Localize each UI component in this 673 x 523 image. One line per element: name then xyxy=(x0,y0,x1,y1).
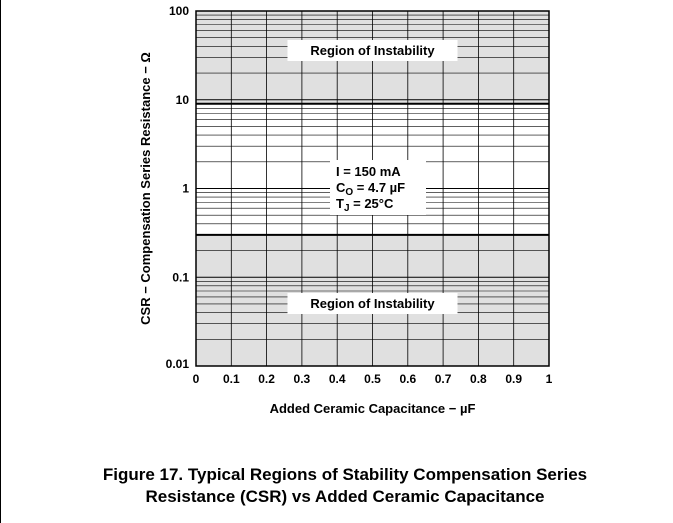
conditions-annotation: I = 150 mA CO = 4.7 µF TJ = 25°C xyxy=(336,164,405,214)
region-label-bottom: Region of Instability xyxy=(310,296,435,311)
x-tick-label-9: 0.9 xyxy=(505,372,522,386)
figure-caption: Figure 17. Typical Regions of Stability … xyxy=(0,464,673,508)
y-tick-label-4: 100 xyxy=(169,4,189,18)
x-tick-label-0: 0 xyxy=(193,372,200,386)
caption-line-1: Figure 17. Typical Regions of Stability … xyxy=(102,465,588,484)
x-tick-label-7: 0.7 xyxy=(435,372,452,386)
csr-chart: 0 0.1 0.2 0.3 0.4 0.5 0.6 0.7 0.8 0.9 1 0.01 0.1 1 10… xyxy=(138,4,553,416)
region-label-top: Region of Instability xyxy=(310,43,435,58)
temp-subscript: J xyxy=(344,203,350,214)
caption-line-2: Resistance (CSR) vs Added Ceramic Capaci… xyxy=(145,487,545,506)
condition-capacitance: CO = 4.7 µF xyxy=(336,180,405,198)
x-tick-label-8: 0.8 xyxy=(470,372,487,386)
x-tick-labels: 0 0.1 0.2 0.3 0.4 0.5 0.6 0.7 0.8 0.9 1 xyxy=(193,372,553,386)
x-tick-label-3: 0.3 xyxy=(294,372,311,386)
y-axis-label: CSR − Compensation Series Resistance − Ω xyxy=(138,52,153,325)
condition-current: I = 150 mA xyxy=(336,164,401,179)
plot-frame xyxy=(195,10,550,367)
y-tick-label-3: 10 xyxy=(176,93,190,107)
x-tick-label-2: 0.2 xyxy=(258,372,275,386)
x-axis-label: Added Ceramic Capacitance − µF xyxy=(270,401,476,416)
y-tick-label-0: 0.01 xyxy=(166,357,190,371)
x-tick-label-6: 0.6 xyxy=(399,372,416,386)
x-tick-label-1: 0.1 xyxy=(223,372,240,386)
page-border xyxy=(0,0,1,523)
cap-symbol: C xyxy=(336,180,346,195)
region-label-top-box xyxy=(287,40,458,61)
cap-value: = 4.7 µF xyxy=(353,180,405,195)
condition-temperature: TJ = 25°C xyxy=(336,196,394,214)
y-tick-label-1: 0.1 xyxy=(172,270,189,284)
cap-subscript: O xyxy=(345,187,353,198)
conditions-box xyxy=(330,160,426,215)
y-tick-label-2: 1 xyxy=(182,182,189,196)
region-label-bottom-box xyxy=(287,293,458,314)
stability-boundaries xyxy=(196,102,549,236)
y-tick-labels: 0.01 0.1 1 10 100 xyxy=(166,4,190,371)
temp-value: = 25°C xyxy=(350,196,394,211)
x-tick-label-10: 1 xyxy=(546,372,553,386)
x-tick-label-5: 0.5 xyxy=(364,372,381,386)
temp-symbol: T xyxy=(336,196,344,211)
x-tick-label-4: 0.4 xyxy=(329,372,346,386)
